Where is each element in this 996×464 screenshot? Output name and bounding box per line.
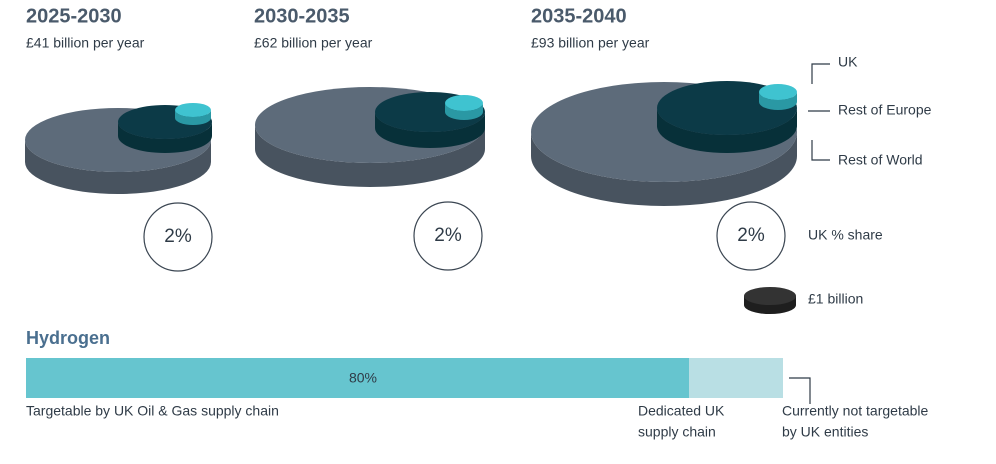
share-value: 2% — [737, 225, 765, 246]
share-value: 2% — [164, 226, 192, 247]
uk-disc-side — [445, 103, 483, 120]
rest-of-europe-disc-side — [657, 108, 797, 153]
bar-segment — [689, 358, 783, 398]
uk-disc — [445, 95, 483, 120]
share-circle — [143, 202, 213, 272]
bar-caption: Targetable by UK Oil & Gas supply chain — [26, 403, 279, 419]
uk-disc-top — [759, 84, 797, 100]
rest-of-world-disc-side — [255, 125, 485, 187]
legend-label: UK — [838, 54, 858, 70]
coin — [744, 287, 796, 314]
legend-label: Rest of Europe — [838, 102, 932, 118]
bar-caption: Currently not targetable — [782, 403, 929, 419]
legend-label: £1 billion — [808, 291, 863, 307]
uk-disc-side — [175, 110, 211, 125]
bar-caption: Dedicated UK — [638, 403, 725, 419]
legend-bracket — [811, 140, 830, 161]
legend-label: UK % share — [808, 227, 883, 243]
rest-of-world-disc-side — [531, 132, 797, 206]
bar-label: 80% — [349, 370, 377, 386]
uk-disc-top — [175, 103, 211, 117]
rest-of-world-disc-side — [25, 140, 211, 194]
uk-disc-top — [445, 95, 483, 111]
rest-of-europe-disc-side — [118, 122, 212, 153]
share-value: 2% — [434, 225, 462, 246]
period-title: 2025-2030 — [26, 5, 122, 27]
legend-label: Rest of World — [838, 152, 923, 168]
amount: £41 billion per year — [26, 35, 145, 51]
share-circle — [413, 201, 483, 271]
bracket — [789, 377, 811, 404]
bar-caption: supply chain — [638, 424, 716, 440]
amount: £93 billion per year — [531, 35, 650, 51]
legend-bracket — [811, 63, 830, 84]
amount: £62 billion per year — [254, 35, 373, 51]
uk-disc — [759, 84, 797, 110]
uk-disc-side — [759, 92, 797, 110]
period-title: 2035-2040 — [531, 5, 627, 27]
share-circle — [716, 201, 786, 271]
section-title: Hydrogen — [26, 328, 110, 348]
uk-disc — [175, 103, 211, 125]
period-title: 2030-2035 — [254, 5, 350, 27]
rest-of-europe-disc-side — [375, 112, 485, 148]
bar-caption: by UK entities — [782, 424, 868, 440]
disc-stacks — [25, 81, 797, 206]
bar-segment — [26, 358, 689, 398]
